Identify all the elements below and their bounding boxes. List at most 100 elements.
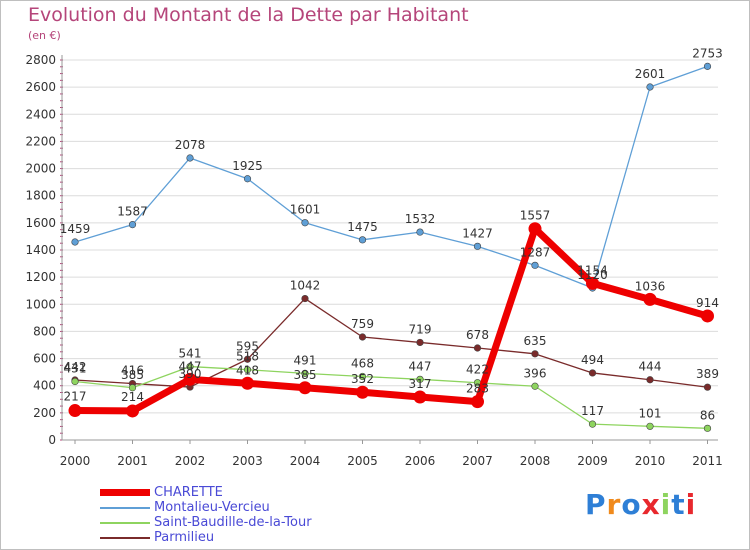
x-tick-label: 2011 [692, 454, 723, 468]
logo-letter: r [606, 488, 622, 521]
data-point [301, 219, 309, 227]
data-point [358, 372, 367, 381]
data-point [358, 333, 367, 341]
data-label: 1925 [232, 159, 263, 173]
data-point [531, 261, 539, 269]
y-tick-label: 2200 [25, 134, 56, 148]
data-label: 283 [466, 382, 489, 396]
data-label: 385 [121, 368, 144, 382]
y-tick-label: 1000 [25, 297, 56, 311]
data-point [701, 309, 714, 323]
data-label: 1532 [405, 212, 436, 226]
data-label: 2753 [692, 46, 723, 60]
data-label: 1427 [462, 226, 493, 240]
data-point [416, 228, 424, 236]
data-label: 101 [639, 406, 662, 420]
legend-label: Montalieu-Vercieu [154, 500, 270, 515]
data-label: 447 [179, 359, 202, 373]
chart-legend: CHARETTE Montalieu-Vercieu Saint-Baudille-… [100, 485, 312, 545]
data-point [71, 377, 79, 386]
data-point [241, 376, 254, 390]
data-label: 389 [696, 367, 719, 381]
axes: 0 200 400 600 800 1000 1200 1400 1600 1800 2000 220… [25, 53, 722, 468]
x-tick-label: 2006 [405, 454, 436, 468]
data-point [646, 376, 654, 384]
legend-item: CHARETTE [100, 485, 312, 500]
data-label: 494 [581, 353, 604, 367]
y-tick-label: 200 [33, 406, 56, 420]
y-tick-label: 400 [33, 379, 56, 393]
x-tick-label: 2003 [232, 454, 263, 468]
y-tick-label: 1200 [25, 270, 56, 284]
data-label: 2078 [175, 138, 206, 152]
data-point [473, 344, 482, 352]
data-point [703, 424, 712, 432]
data-point [128, 384, 137, 392]
data-label: 352 [351, 372, 374, 386]
y-tick-label: 2400 [25, 107, 56, 121]
data-point [243, 355, 252, 363]
x-tick-label: 2000 [60, 454, 91, 468]
series-line [74, 365, 709, 429]
data-label: 491 [294, 353, 317, 367]
data-label: 214 [121, 390, 144, 404]
data-label: 396 [524, 366, 547, 380]
logo-letter: P [585, 488, 607, 521]
data-labels-layer: 217 214 447 418 385 352 317 283 1557 1154 1036 914 1… [60, 46, 723, 422]
data-label: 759 [351, 317, 374, 331]
data-label: 442 [64, 360, 87, 374]
data-label: 217 [64, 390, 87, 404]
data-point [356, 385, 369, 399]
data-label: 2601 [635, 67, 666, 81]
data-point [703, 62, 712, 70]
data-label: 1287 [520, 245, 551, 259]
data-point [298, 381, 312, 395]
x-tick-label: 2008 [520, 454, 551, 468]
legend-item: Saint-Baudille-de-la-Tour [100, 515, 312, 530]
legend-label: CHARETTE [154, 485, 223, 500]
data-label: 595 [236, 339, 259, 353]
data-point [183, 372, 197, 386]
data-point [643, 292, 657, 306]
data-point [413, 390, 427, 404]
y-tick-label: 2600 [25, 80, 56, 94]
chart-title: Evolution du Montant de la Dette par Hab… [28, 4, 469, 26]
data-label: 431 [64, 362, 87, 376]
y-tick-label: 1600 [25, 216, 56, 230]
data-label: 117 [581, 404, 604, 418]
grid-lines [62, 59, 718, 441]
data-point [528, 222, 542, 236]
data-point [531, 382, 539, 390]
y-tick-label: 600 [33, 352, 56, 366]
chart-unit-label: (en €) [28, 29, 61, 42]
data-label: 635 [524, 334, 547, 348]
data-point [128, 221, 137, 229]
data-label: 86 [700, 408, 715, 422]
data-label: 390 [179, 367, 202, 381]
logo-letter: i [685, 488, 697, 521]
data-label: 1120 [577, 268, 608, 282]
data-label: 1154 [577, 263, 608, 277]
legend-swatch [100, 536, 150, 539]
legend-label: Parmilieu [154, 530, 215, 545]
data-label: 1587 [117, 205, 148, 219]
proxiti-logo: Proxiti [585, 488, 696, 521]
data-label: 518 [236, 350, 259, 364]
series-layer [68, 62, 714, 432]
x-tick-label: 2002 [175, 454, 206, 468]
data-label: 385 [294, 368, 317, 382]
data-point [586, 276, 599, 290]
y-tick-label: 800 [33, 324, 56, 338]
x-tick-label: 2009 [577, 454, 608, 468]
data-label: 1601 [290, 203, 321, 217]
legend-item: Montalieu-Vercieu [100, 500, 312, 515]
logo-letter: t [671, 488, 686, 521]
data-label: 1036 [635, 279, 666, 293]
data-label: 1475 [347, 220, 378, 234]
legend-label: Saint-Baudille-de-la-Tour [154, 515, 312, 530]
data-point [243, 366, 252, 374]
x-tick-label: 2007 [462, 454, 493, 468]
data-point [646, 83, 654, 91]
x-tick-label: 2004 [290, 454, 321, 468]
